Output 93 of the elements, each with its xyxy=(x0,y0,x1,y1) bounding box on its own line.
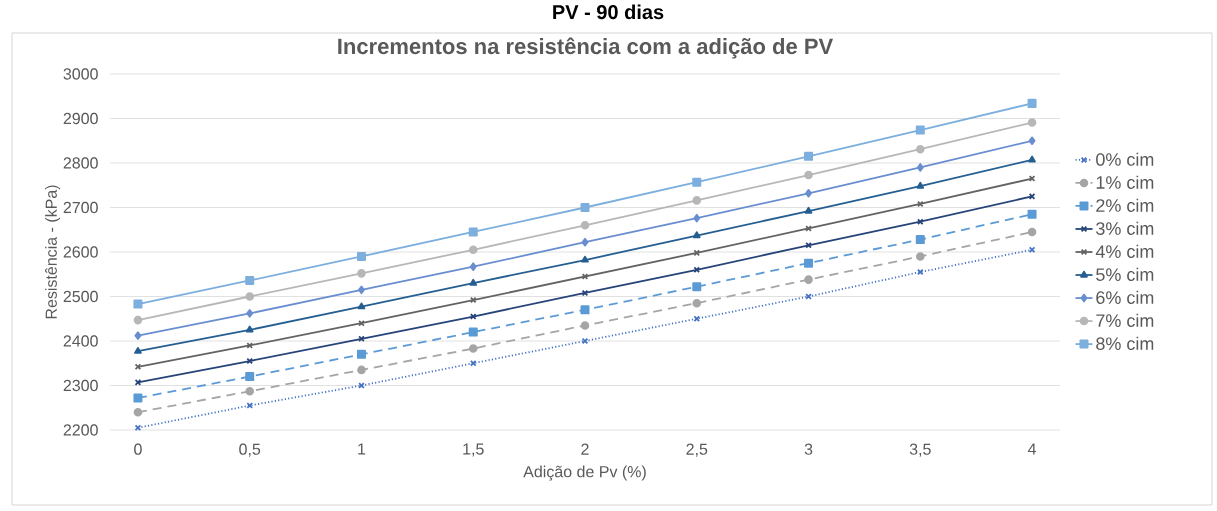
point xyxy=(358,335,365,343)
point xyxy=(356,349,366,359)
x-tick-label: 1 xyxy=(358,443,366,455)
point xyxy=(693,213,701,223)
y-tick-label: 3000 xyxy=(63,68,98,80)
point xyxy=(1028,136,1036,146)
point xyxy=(915,235,925,245)
point xyxy=(580,221,590,230)
legend-label: 3% cim xyxy=(1096,221,1154,235)
point xyxy=(133,393,143,403)
point xyxy=(468,227,478,237)
point xyxy=(245,292,255,301)
point xyxy=(469,278,478,286)
text: PV - 90 dias xyxy=(553,4,664,20)
point xyxy=(1028,155,1036,163)
point xyxy=(357,365,366,375)
point xyxy=(357,269,366,278)
point xyxy=(805,242,812,249)
point xyxy=(916,200,924,208)
legend-label: 5% cim xyxy=(1096,267,1154,281)
y-tick-label: 2300 xyxy=(63,379,98,392)
point xyxy=(692,177,702,187)
y-tick-label: 2700 xyxy=(63,201,98,214)
point xyxy=(245,372,255,382)
point xyxy=(581,337,589,345)
y-tick-label: 2200 xyxy=(63,424,98,436)
point xyxy=(468,344,478,353)
x-tick-label: 0 xyxy=(134,443,142,455)
point xyxy=(804,275,813,284)
x-tick-label: 2 xyxy=(581,443,589,455)
point xyxy=(804,151,814,161)
point xyxy=(133,315,143,325)
y-tick-label: 2400 xyxy=(63,335,98,347)
legend-label: 4% cim xyxy=(1095,244,1154,258)
x-tick-label: 2,5 xyxy=(686,443,708,457)
point xyxy=(581,255,589,263)
point xyxy=(915,252,925,261)
point xyxy=(804,206,813,214)
point xyxy=(133,299,143,309)
point xyxy=(580,203,590,212)
legend-label: 7% cim xyxy=(1096,313,1154,328)
point xyxy=(246,402,254,409)
point xyxy=(804,170,813,180)
chart-title: Incrementos na resistência com a adição de PV xyxy=(338,37,834,59)
point xyxy=(134,346,142,354)
point xyxy=(804,258,814,268)
x-axis-title: Adição de Pv (%) xyxy=(523,465,646,481)
y-tick-label: 2900 xyxy=(63,112,98,125)
point xyxy=(468,327,478,337)
point xyxy=(357,302,366,310)
point xyxy=(246,309,254,318)
point xyxy=(581,289,589,297)
point xyxy=(915,125,925,135)
x-tick-label: 4 xyxy=(1027,443,1037,455)
point xyxy=(692,298,702,308)
point xyxy=(692,196,702,205)
x-tick-label: 0,5 xyxy=(239,443,261,457)
point xyxy=(805,188,812,198)
point xyxy=(356,251,366,261)
x-tick-label: 1,5 xyxy=(463,443,484,457)
y-axis-title: Resistência - (kPa) xyxy=(45,185,61,319)
y-tick-label: 2600 xyxy=(63,246,98,258)
point xyxy=(133,407,143,417)
point xyxy=(245,325,254,333)
legend-label: 8% cim xyxy=(1096,336,1154,351)
point xyxy=(915,144,925,154)
point xyxy=(245,386,255,396)
point xyxy=(581,237,589,247)
point xyxy=(246,342,254,349)
legend-label: 0% cim xyxy=(1096,152,1154,166)
point xyxy=(1027,118,1037,127)
point xyxy=(916,181,925,189)
point xyxy=(134,331,142,340)
point xyxy=(580,305,590,315)
point xyxy=(580,321,590,330)
legend-label: 6% cim xyxy=(1096,290,1154,304)
point xyxy=(245,275,255,285)
legend-label: 2% cim xyxy=(1096,198,1154,212)
legend-label: 1% cim xyxy=(1096,175,1154,189)
y-tick-label: 2800 xyxy=(63,157,98,169)
point xyxy=(1027,209,1037,219)
point xyxy=(468,245,478,255)
point xyxy=(692,231,701,239)
x-tick-label: 3,5 xyxy=(909,443,931,457)
point xyxy=(692,282,702,292)
x-tick-label: 3 xyxy=(804,443,813,455)
point xyxy=(1027,98,1037,108)
point xyxy=(469,313,477,320)
point xyxy=(916,163,924,172)
point xyxy=(358,285,365,295)
point xyxy=(1027,227,1037,237)
point xyxy=(469,262,477,271)
y-tick-label: 2500 xyxy=(63,290,98,303)
